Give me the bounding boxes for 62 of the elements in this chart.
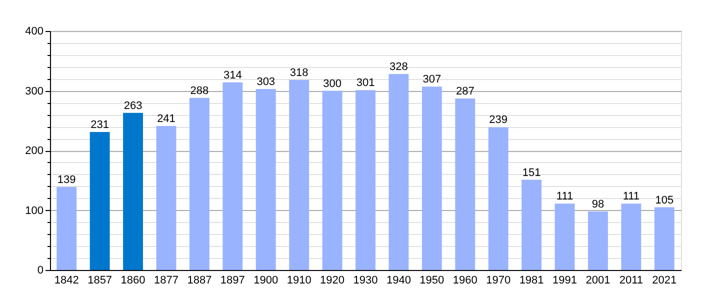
- data-label: 301: [356, 77, 375, 90]
- bar: [554, 204, 575, 270]
- data-label: 314: [223, 69, 242, 82]
- data-label: 111: [556, 190, 574, 203]
- x-tick-label: 2021: [652, 274, 677, 286]
- data-label: 151: [522, 166, 541, 179]
- x-tick-label: 1910: [286, 274, 312, 286]
- x-tick-label: 1970: [486, 274, 511, 286]
- data-label: 318: [290, 66, 308, 79]
- bar: [222, 82, 243, 270]
- y-tick-label: 100: [25, 204, 44, 217]
- data-label: 105: [655, 194, 674, 206]
- bar: [588, 211, 608, 270]
- x-tick-label: 1950: [420, 274, 444, 286]
- data-label: 139: [57, 174, 76, 186]
- data-label: 328: [390, 61, 408, 74]
- x-tick-label: 1960: [452, 274, 478, 286]
- x-tick-label: 2011: [619, 274, 644, 286]
- bar: [522, 180, 542, 270]
- data-label: 231: [90, 118, 109, 131]
- data-label: 307: [422, 74, 442, 86]
- x-tick-label: 1940: [386, 274, 411, 286]
- x-tick-label: 1897: [220, 274, 245, 286]
- bar: [289, 80, 310, 270]
- bar: [256, 88, 276, 270]
- data-label: 300: [323, 78, 342, 90]
- bar: [356, 90, 376, 270]
- y-tick-label: 400: [25, 26, 44, 38]
- data-label: 263: [124, 100, 142, 112]
- bar: [654, 207, 674, 270]
- x-tick-label: 1900: [254, 274, 278, 286]
- bar: [455, 98, 476, 270]
- x-tick-label: 1887: [187, 274, 212, 286]
- data-label: 98: [592, 198, 604, 210]
- bar: [123, 112, 143, 270]
- data-label: 303: [256, 76, 276, 88]
- data-label: 111: [622, 190, 640, 203]
- x-tick-label: 1857: [88, 274, 112, 286]
- bar: [322, 90, 342, 270]
- bar: [621, 204, 642, 270]
- x-tick-label: 1981: [519, 274, 544, 286]
- bar: [388, 74, 409, 270]
- bar: [189, 98, 210, 270]
- x-tick-label: 1920: [320, 274, 345, 286]
- data-label: 288: [190, 84, 209, 97]
- y-tick-label: 0: [37, 264, 44, 276]
- bar: [488, 127, 508, 270]
- bar: [90, 132, 110, 270]
- x-tick-label: 1842: [54, 274, 79, 286]
- bar: [156, 126, 176, 270]
- x-tick-label: 2001: [586, 274, 610, 286]
- bar: [56, 186, 77, 270]
- x-tick-label: 1877: [154, 274, 178, 286]
- x-tick-label: 1860: [120, 274, 146, 286]
- data-label: 241: [157, 113, 176, 126]
- data-label: 287: [456, 86, 474, 98]
- y-tick-label: 300: [25, 85, 44, 98]
- bar: [422, 86, 442, 270]
- x-tick-label: 1930: [353, 274, 378, 286]
- data-label: 239: [489, 114, 508, 126]
- x-tick-label: 1991: [552, 274, 578, 286]
- y-tick-label: 200: [25, 145, 44, 157]
